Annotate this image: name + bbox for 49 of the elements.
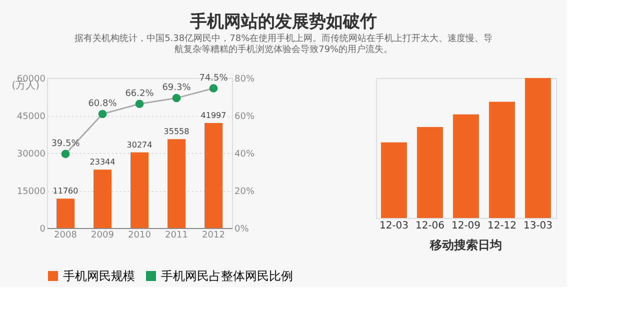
- text: 移动搜索日均: [429, 238, 502, 252]
- bar: [525, 78, 551, 218]
- x-tick-label: 12-09: [451, 220, 481, 232]
- bar: [204, 123, 222, 228]
- x-tick-label: 12-12: [487, 220, 517, 232]
- x-tick-label: 12-03: [379, 220, 409, 232]
- data-label: 35558: [164, 127, 190, 136]
- y-tick-label: 15000: [16, 187, 46, 197]
- bar: [168, 139, 186, 228]
- x-tick-label: 2009: [91, 230, 114, 240]
- x-tick-label: 2012: [202, 230, 225, 240]
- y2-tick-label: 60%: [234, 112, 255, 122]
- y-tick-label: 30000: [16, 150, 46, 160]
- legend-label: 手机网民占整体网民比例: [161, 269, 293, 283]
- point: [98, 110, 107, 118]
- x-tick-label: 2011: [165, 230, 188, 240]
- data-label: 41997: [200, 111, 226, 120]
- x-tick-label: 12-06: [415, 220, 445, 232]
- point: [61, 150, 70, 158]
- data-label: 39.5%: [51, 138, 80, 149]
- point: [135, 100, 144, 108]
- bar: [453, 114, 479, 218]
- data-label: 23344: [90, 158, 116, 167]
- bar: [94, 170, 112, 228]
- text: 据有关机构统计，中国5.38亿网民中，78%在使用手机上网。而传统网站在手机上打开太大、速度慢、导航复杂等糟糕的手机浏览体验会导致79%的用户流失。: [74, 32, 493, 55]
- data-label: 30274: [126, 140, 152, 150]
- y2-tick-label: 40%: [234, 150, 255, 160]
- bar: [417, 127, 443, 218]
- text: 手机网站的发展势如破竹: [189, 12, 378, 32]
- legend-label: 手机网民规模: [63, 269, 135, 283]
- x-tick-label: 13-03: [523, 220, 553, 232]
- bar: [56, 198, 74, 228]
- point: [172, 94, 181, 102]
- data-label: 11760: [52, 186, 78, 196]
- data-label: 74.5%: [199, 73, 228, 84]
- bar: [489, 102, 515, 218]
- x-tick-label: 2008: [54, 230, 78, 240]
- y-tick-label: 45000: [16, 112, 46, 122]
- y2-tick-label: 0%: [234, 224, 250, 234]
- data-label: 60.8%: [88, 99, 118, 109]
- bar: [381, 142, 407, 218]
- y2-tick-label: 20%: [234, 187, 255, 197]
- x-tick-label: 2010: [128, 230, 152, 240]
- point: [209, 84, 218, 92]
- y-tick-label: 0: [40, 224, 46, 234]
- y2-tick-label: 80%: [234, 74, 255, 84]
- data-label: 69.3%: [162, 83, 192, 94]
- bar: [130, 152, 148, 228]
- data-label: 66.2%: [125, 88, 154, 99]
